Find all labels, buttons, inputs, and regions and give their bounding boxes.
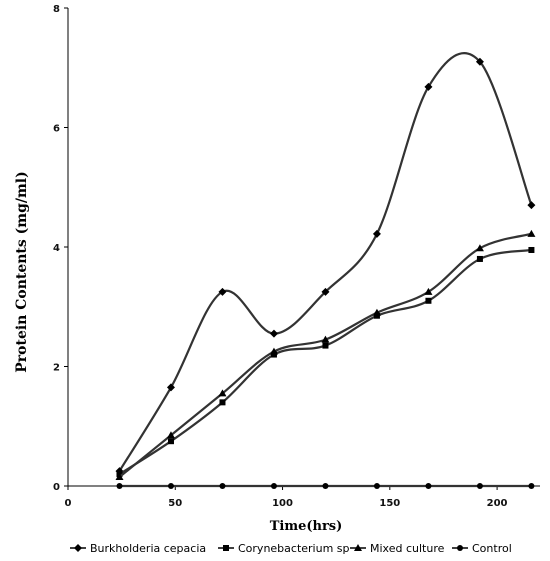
data-point xyxy=(116,483,123,489)
legend-label: Burkholderia cepacia xyxy=(90,542,206,555)
data-point xyxy=(475,57,484,66)
legend-label: Control xyxy=(472,542,512,555)
series-layer xyxy=(115,51,536,489)
series-line xyxy=(118,51,533,472)
data-point xyxy=(166,383,175,392)
data-point xyxy=(372,308,381,316)
legend: Burkholderia cepacia Corynebacterium sp Mi… xyxy=(70,542,512,555)
x-tick-label: 200 xyxy=(487,498,508,509)
data-point xyxy=(167,438,174,445)
data-point xyxy=(269,347,278,355)
plot-area: 0 2 4 6 8 0 50 100 150 200 xyxy=(53,4,540,509)
data-point xyxy=(527,201,536,210)
legend-marker xyxy=(457,545,463,551)
data-point xyxy=(373,483,380,489)
series-2 xyxy=(115,229,536,481)
legend-entry: Mixed culture xyxy=(350,542,445,555)
y-ticks: 0 2 4 6 8 xyxy=(53,4,68,493)
legend-entry: Corynebacterium sp xyxy=(218,542,350,555)
data-point xyxy=(321,335,330,343)
legend-marker xyxy=(223,545,229,551)
data-point xyxy=(218,287,227,296)
data-point xyxy=(321,287,330,296)
data-point xyxy=(425,297,432,304)
x-tick-label: 0 xyxy=(65,498,72,509)
data-point xyxy=(528,246,535,253)
data-point xyxy=(476,255,483,262)
data-point xyxy=(475,244,484,252)
x-tick-label: 150 xyxy=(379,498,400,509)
series-3 xyxy=(116,483,535,489)
legend-marker xyxy=(74,544,82,552)
legend-label: Corynebacterium sp xyxy=(238,542,350,555)
data-point xyxy=(372,229,381,238)
data-point xyxy=(219,483,226,489)
data-point xyxy=(322,342,329,349)
data-point xyxy=(219,399,226,406)
data-point xyxy=(322,483,329,489)
x-tick-label: 50 xyxy=(168,498,182,509)
series-line xyxy=(118,232,532,478)
series-0 xyxy=(115,51,536,476)
series-1 xyxy=(116,246,535,478)
x-ticks: 0 50 100 150 200 xyxy=(65,486,508,509)
series-line xyxy=(118,248,532,475)
y-tick-label: 0 xyxy=(53,482,60,493)
y-tick-label: 6 xyxy=(53,124,60,135)
y-tick-label: 2 xyxy=(53,363,60,374)
data-point xyxy=(528,483,535,489)
legend-label: Mixed culture xyxy=(370,542,445,555)
data-point xyxy=(424,287,433,295)
legend-entry: Control xyxy=(452,542,512,555)
data-point xyxy=(425,483,432,489)
data-point xyxy=(424,82,433,91)
y-axis-title: Protein Contents (mg/ml) xyxy=(14,171,30,373)
data-point xyxy=(270,483,277,489)
y-tick-label: 8 xyxy=(53,4,60,15)
data-point xyxy=(115,473,124,481)
data-point xyxy=(166,431,175,439)
x-tick-label: 100 xyxy=(272,498,293,509)
data-point xyxy=(476,483,483,489)
x-axis-title: Time(hrs) xyxy=(270,519,343,534)
legend-marker xyxy=(354,544,362,551)
data-point xyxy=(167,483,174,489)
y-tick-label: 4 xyxy=(53,243,60,254)
legend-entry: Burkholderia cepacia xyxy=(70,542,206,555)
data-point xyxy=(527,229,536,237)
data-point xyxy=(218,389,227,397)
data-point xyxy=(269,329,278,338)
